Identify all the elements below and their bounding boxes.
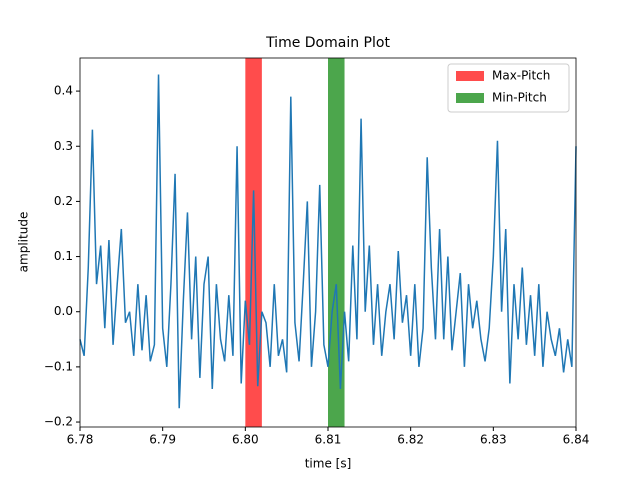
span xyxy=(245,58,262,427)
x-tick-label: 6.81 xyxy=(315,433,342,447)
legend-swatch xyxy=(456,71,484,81)
x-tick-label: 6.79 xyxy=(149,433,176,447)
y-tick-label: 0.4 xyxy=(54,84,73,98)
chart-title: Time Domain Plot xyxy=(265,35,390,51)
x-axis-label: time [s] xyxy=(305,457,352,471)
x-tick-label: 6.78 xyxy=(67,433,94,447)
legend-label: Min-Pitch xyxy=(492,91,547,105)
line-series xyxy=(79,74,577,409)
y-tick-label: 0.0 xyxy=(54,304,73,318)
x-tick-label: 6.83 xyxy=(480,433,507,447)
y-tick-label: 0.2 xyxy=(54,194,73,208)
x-tick-label: 6.80 xyxy=(232,433,259,447)
legend-swatch xyxy=(456,93,484,103)
x-tick-label: 6.84 xyxy=(563,433,590,447)
y-tick-label: 0.1 xyxy=(54,249,73,263)
x-tick-label: 6.82 xyxy=(397,433,424,447)
y-tick-label: −0.2 xyxy=(44,415,73,429)
y-tick-label: −0.1 xyxy=(44,359,73,373)
y-tick-label: 0.3 xyxy=(54,139,73,153)
y-axis-label: amplitude xyxy=(17,212,31,273)
span xyxy=(328,58,345,427)
legend-label: Max-Pitch xyxy=(492,69,550,83)
